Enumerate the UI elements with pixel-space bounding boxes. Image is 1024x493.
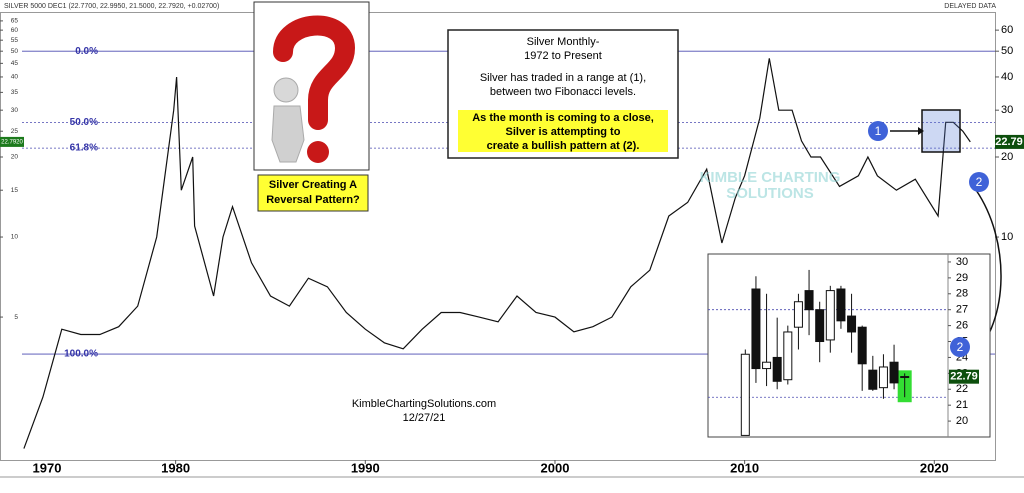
last-price-tag	[949, 369, 979, 384]
fib-label: 0.0%	[75, 46, 98, 57]
left-y-tick-label: 40	[11, 74, 19, 81]
box-body: between two Fibonacci levels.	[490, 86, 636, 98]
callout-text: Silver Creating A	[269, 179, 357, 191]
left-y-tick-label: 60	[11, 27, 19, 34]
y-tick-label: 26	[956, 320, 968, 332]
markers: 1 2 2	[868, 121, 989, 357]
candle-body	[825, 290, 835, 341]
left-y-tick-label: 30	[11, 107, 19, 114]
left-y-tick-label: 65	[11, 18, 19, 25]
marker-label: 2	[976, 175, 983, 189]
marker-label: 2	[957, 340, 964, 354]
x-tick-label: 1980	[161, 460, 190, 475]
candle-body	[751, 288, 761, 370]
last-price-tag	[0, 136, 24, 147]
y-tick-label: 22	[956, 383, 968, 395]
y-tick-label: 29	[956, 272, 968, 284]
footer-site: KimbleChartingSolutions.com	[352, 398, 496, 410]
left-y-tick-label: 45	[11, 60, 19, 67]
candle-body	[900, 376, 910, 379]
candle-body	[740, 353, 750, 436]
last-price-tag	[995, 134, 1024, 149]
candle-body	[836, 288, 846, 322]
marker	[950, 337, 970, 357]
question-picture	[253, 1, 370, 171]
figure-head	[273, 77, 299, 103]
question-mark	[273, 15, 356, 130]
inset-chart: 202122232425262728293022.79	[707, 253, 991, 438]
left-y-tick-label: 20	[11, 154, 19, 161]
candle-body	[772, 356, 782, 382]
footer-date: 12/27/21	[403, 412, 446, 424]
range-box	[921, 109, 961, 153]
candle-body	[857, 326, 867, 365]
y-tick-label: 27	[956, 304, 968, 316]
price-line	[23, 58, 971, 449]
box-body: Silver has traded in a range at (1),	[480, 72, 646, 84]
left-y-tick-label: 5	[14, 314, 18, 321]
question-dot	[307, 141, 329, 163]
header: SILVER 5000 DEC1 (22.7700, 22.9950, 21.5…	[4, 3, 219, 10]
x-tick-label: 2000	[541, 460, 570, 475]
y-tick-label: 20	[1001, 151, 1013, 163]
candle-body	[847, 315, 857, 333]
left-y-tick-label: 15	[11, 187, 19, 194]
y-tick-label: 21	[956, 399, 968, 411]
last-price-label: 22.79	[950, 371, 978, 383]
y-tick-label: 30	[1001, 104, 1013, 116]
box-title: 1972 to Present	[524, 50, 602, 62]
fib-label: 50.0%	[70, 117, 98, 128]
box-highlight: Silver is attempting to	[506, 126, 621, 138]
left-y-tick-label: 35	[11, 89, 19, 96]
x-tick-label: 1970	[33, 460, 62, 475]
y-tick-label: 50	[1001, 45, 1013, 57]
last-price-label: 22.7920	[1, 139, 23, 145]
y-tick-label: 10	[1001, 231, 1013, 243]
candle-body	[793, 301, 803, 328]
candle-body	[783, 331, 793, 381]
y-tick-label: 28	[956, 288, 968, 300]
box-title: Silver Monthly-	[527, 36, 600, 48]
marker-label: 1	[875, 124, 882, 138]
left-y-tick-label: 50	[11, 48, 19, 55]
figure-body	[271, 105, 305, 163]
left-y-tick-label: 10	[11, 234, 19, 241]
y-tick-label: 20	[956, 415, 968, 427]
fib-label: 61.8%	[70, 143, 98, 154]
callout-box	[257, 174, 369, 212]
left-y-tick-label: 55	[11, 37, 19, 44]
last-price-label: 22.79	[995, 136, 1023, 148]
y-tick-label: 60	[1001, 24, 1013, 36]
left-y-tick-label: 25	[11, 128, 19, 135]
candle-body	[878, 366, 888, 389]
arrow-head	[918, 127, 924, 135]
candle-body	[868, 369, 878, 390]
callout-text: Reversal Pattern?	[266, 194, 360, 206]
x-tick-label: 1990	[351, 460, 380, 475]
watermark: KIMBLE CHARTING	[700, 169, 841, 186]
candle-body	[762, 361, 772, 370]
y-tick-label: 30	[956, 256, 968, 268]
candle-body	[815, 309, 825, 343]
candle-body	[889, 361, 899, 384]
candle-body	[804, 290, 814, 311]
watermark: SOLUTIONS	[726, 185, 814, 202]
marker	[868, 121, 888, 141]
marker	[969, 172, 989, 192]
x-tick-label: 2010	[730, 460, 759, 475]
fib-label: 100.0%	[64, 349, 98, 360]
box-highlight: As the month is coming to a close,	[472, 112, 654, 124]
x-tick-label: 2020	[920, 460, 949, 475]
box-highlight: create a bullish pattern at (2).	[487, 140, 640, 152]
main-chart: 0.0%50.0%61.8%100.0%10203040506051015202…	[0, 18, 1024, 475]
data-status: DELAYED DATA	[944, 3, 996, 10]
highlight-box	[458, 110, 668, 152]
y-tick-label: 40	[1001, 71, 1013, 83]
